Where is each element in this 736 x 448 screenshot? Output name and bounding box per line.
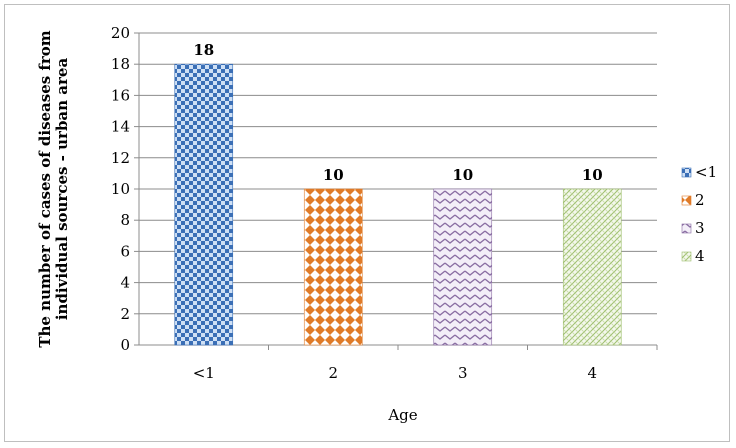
legend-swatch [681, 195, 692, 206]
x-tick-label: 4 [587, 364, 597, 382]
legend-swatch [681, 223, 692, 234]
legend-label: 4 [695, 247, 705, 265]
bar [174, 63, 234, 346]
legend-swatch [681, 251, 692, 262]
y-tick-label: 12 [111, 149, 130, 167]
legend-label: <1 [695, 163, 717, 181]
x-tick-label: 3 [458, 364, 468, 382]
y-tick-label: 20 [111, 24, 130, 42]
y-tick-label: 14 [111, 118, 130, 136]
legend-label: 2 [695, 191, 705, 209]
data-label: 18 [193, 41, 214, 59]
data-label: 10 [452, 166, 473, 184]
y-tick-label: 8 [120, 211, 130, 229]
y-tick-label: 18 [111, 55, 130, 73]
data-label: 10 [582, 166, 603, 184]
y-tick-label: 6 [120, 242, 130, 260]
y-axis-title-line: individual sources - urban area [53, 58, 71, 321]
x-axis-title: Age [387, 406, 417, 424]
bar [433, 188, 493, 346]
bar [303, 188, 363, 346]
data-label: 10 [323, 166, 344, 184]
legend-label: 3 [695, 219, 705, 237]
x-tick-label: 2 [328, 364, 338, 382]
bar [562, 188, 622, 346]
y-tick-label: 0 [120, 336, 130, 354]
legend-swatch [681, 167, 692, 178]
x-tick-label: <1 [193, 364, 215, 382]
y-axis-title-line: The number of cases of diseases from [36, 30, 54, 347]
y-tick-label: 4 [120, 274, 130, 292]
y-tick-label: 16 [111, 86, 130, 104]
bar-chart: 0 2 4 6 8 10 12 14 16 18 20 18 <1 10 2 10 3 10 4 Age The num… [36, 24, 717, 424]
y-tick-label: 2 [120, 305, 130, 323]
y-tick-label: 10 [111, 180, 130, 198]
chart-frame: 0 2 4 6 8 10 12 14 16 18 20 18 <1 10 2 10 3 10 4 Age The num… [4, 4, 730, 442]
